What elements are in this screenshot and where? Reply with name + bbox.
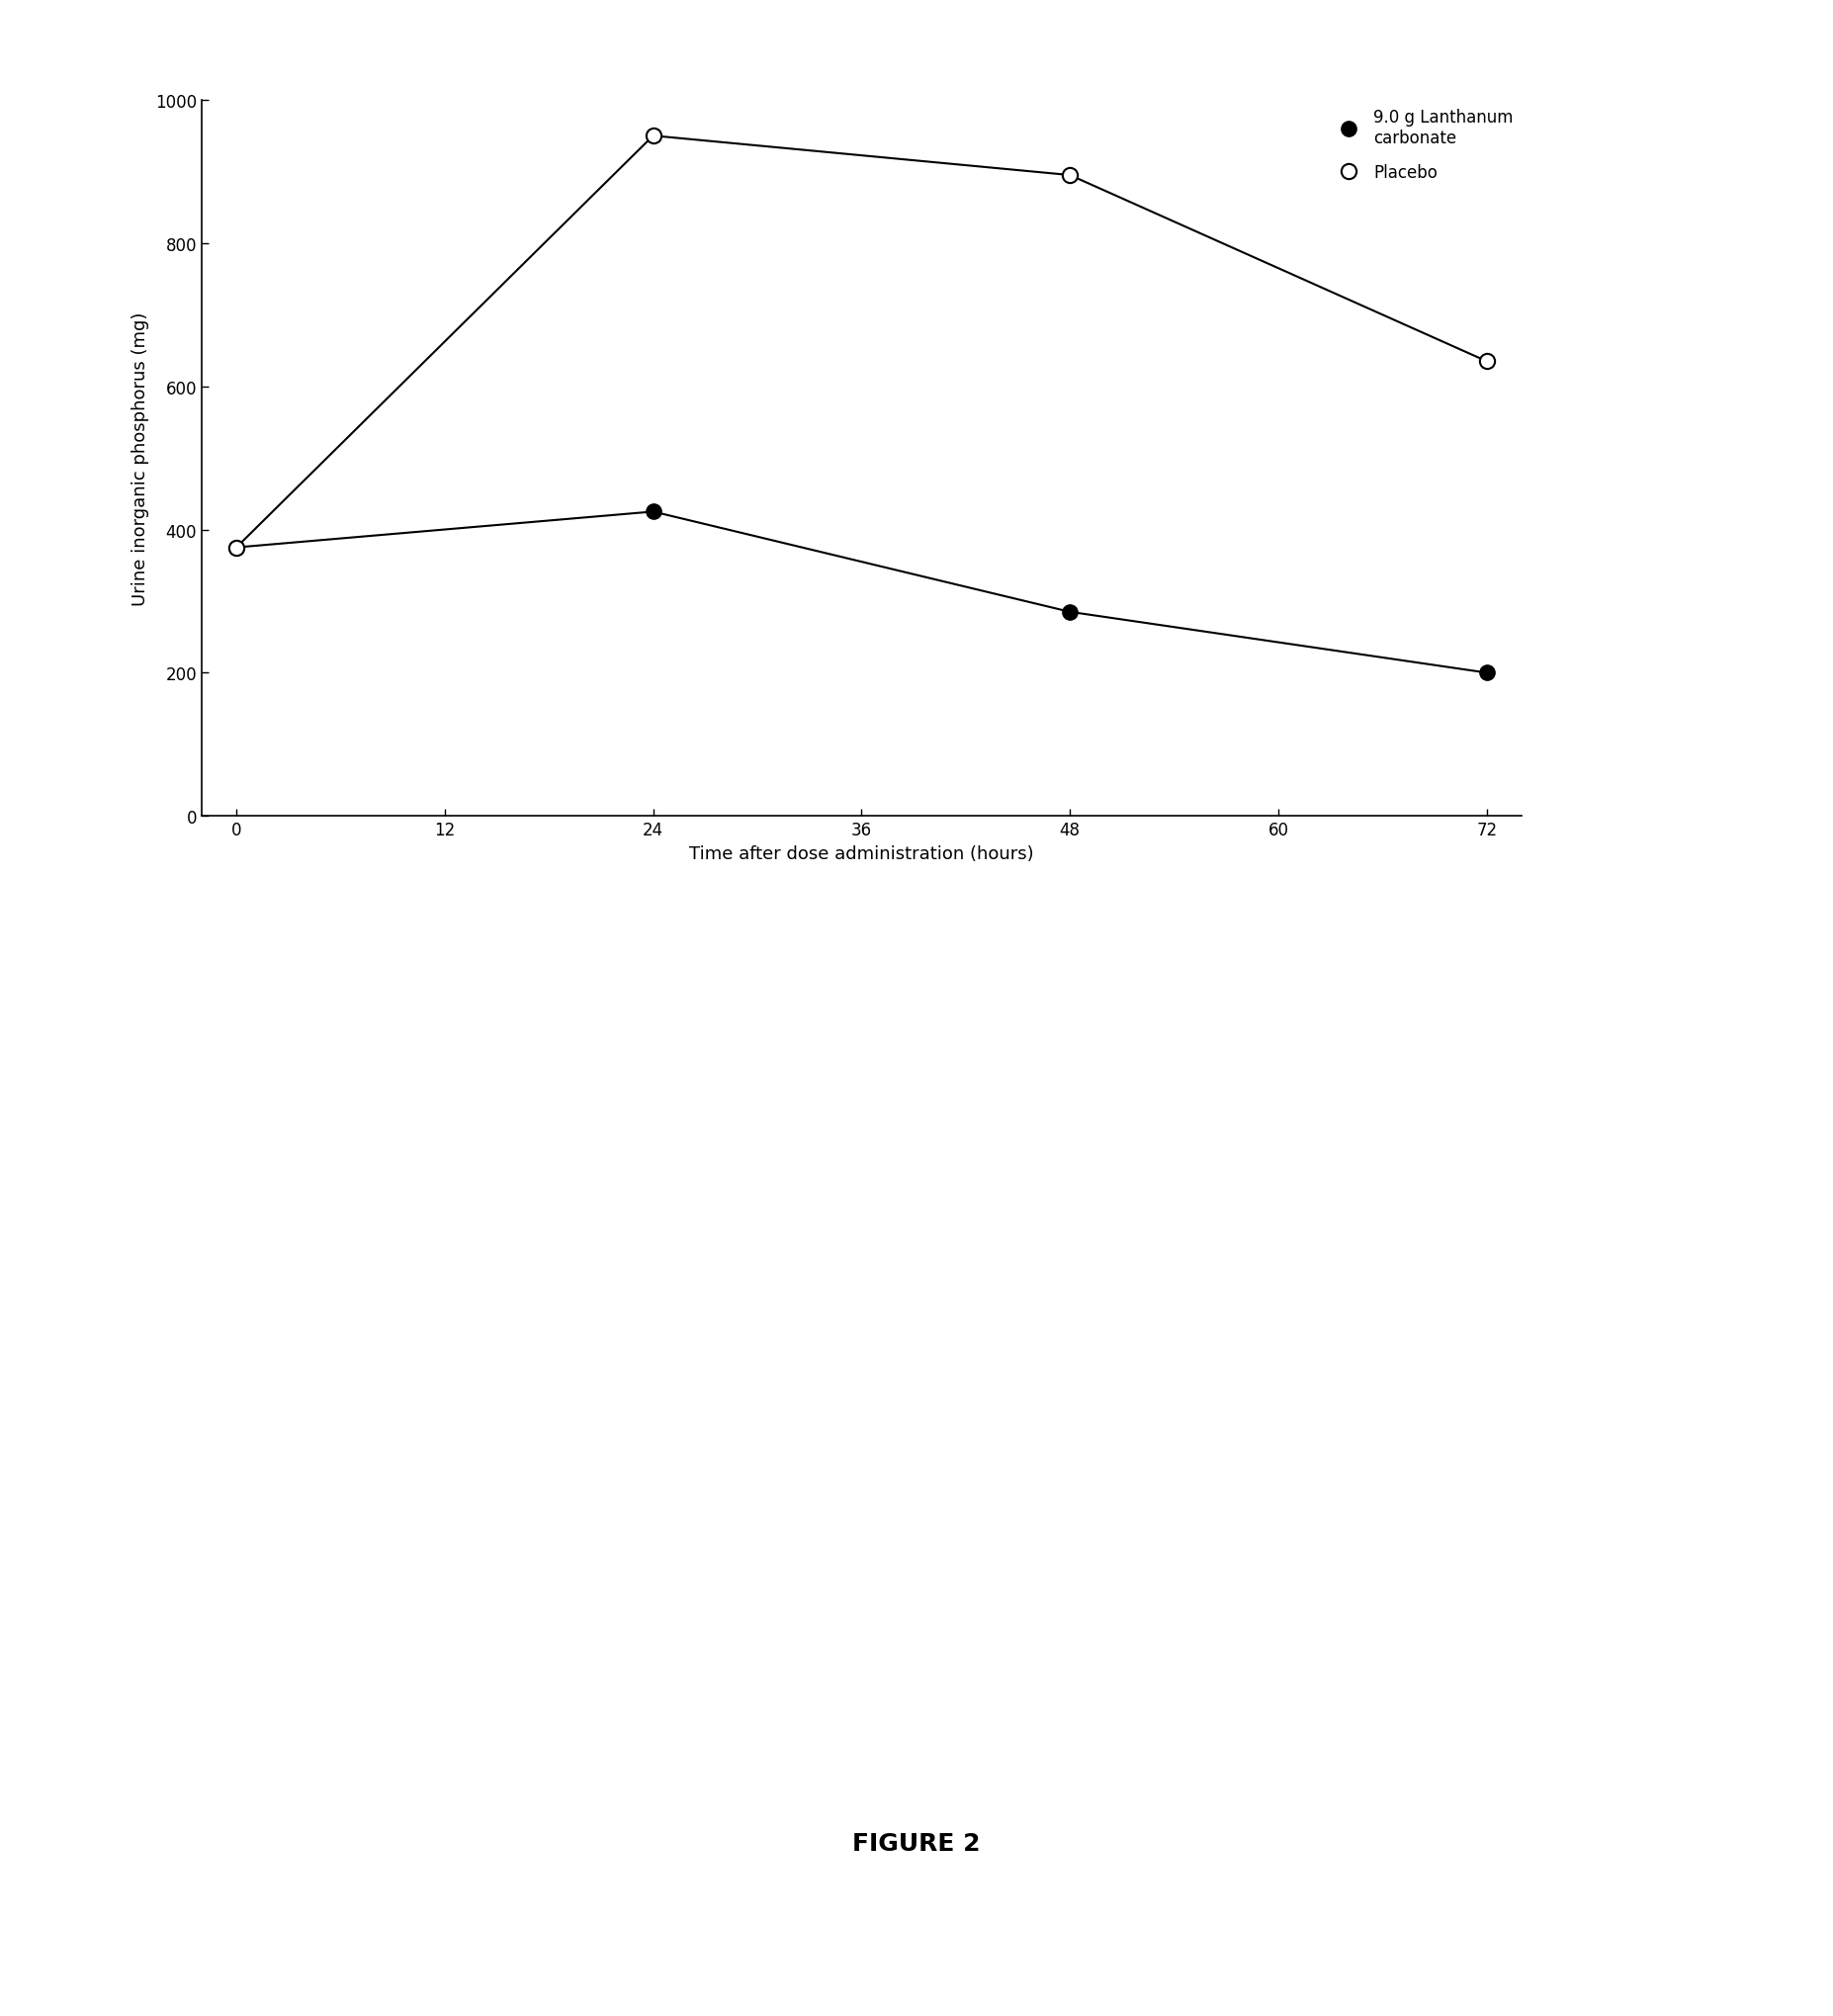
Y-axis label: Urine inorganic phosphorus (mg): Urine inorganic phosphorus (mg) xyxy=(132,312,150,605)
Legend: 9.0 g Lanthanum
carbonate, Placebo: 9.0 g Lanthanum carbonate, Placebo xyxy=(1333,109,1514,181)
Text: FIGURE 2: FIGURE 2 xyxy=(852,1831,981,1855)
X-axis label: Time after dose administration (hours): Time after dose administration (hours) xyxy=(689,845,1034,863)
